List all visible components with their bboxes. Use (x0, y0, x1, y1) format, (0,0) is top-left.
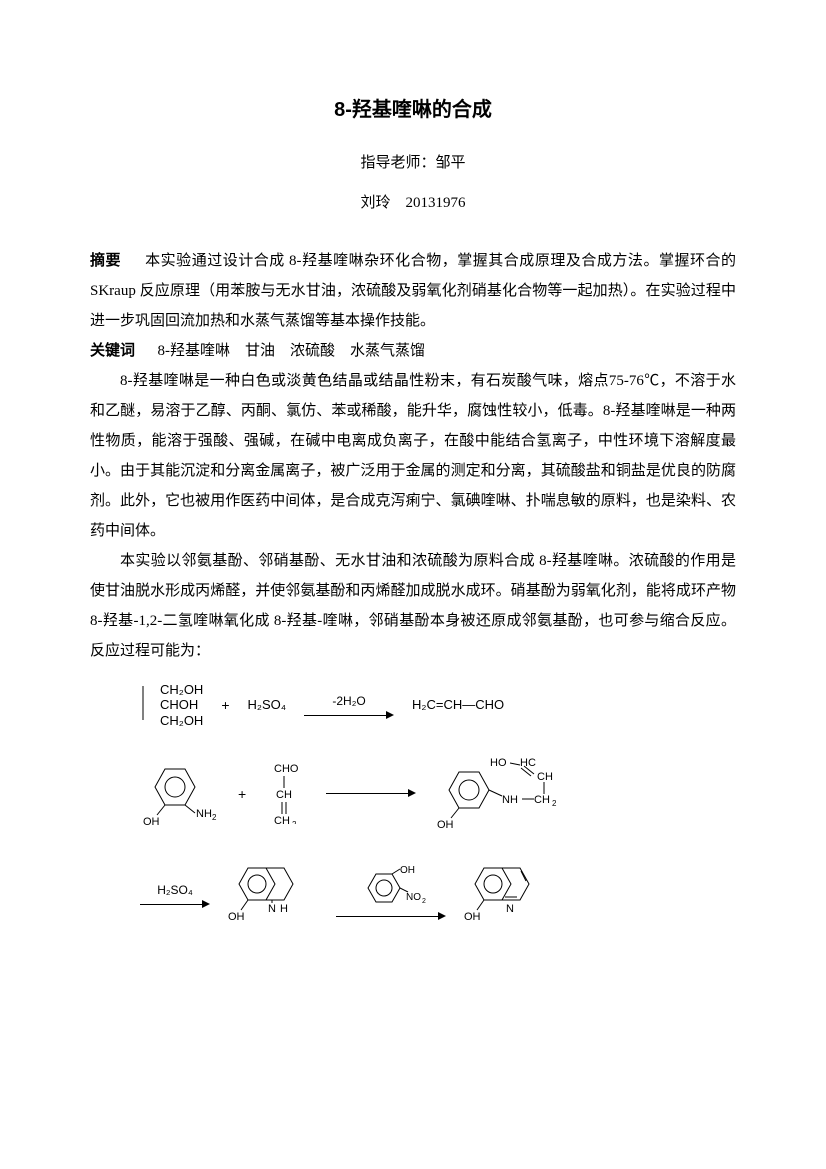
svg-text:OH: OH (400, 866, 415, 876)
o-aminophenol-structure: NH2 OH (140, 759, 220, 829)
dihydroquinoline-structure: OH N H (228, 856, 318, 931)
svg-text:2: 2 (212, 813, 217, 822)
svg-text:CH: CH (276, 789, 292, 801)
acrolein-structure: CHO CH CH2 (264, 760, 308, 828)
glycerol-line-2: CHOH (160, 697, 203, 713)
reaction-scheme: CH₂OH CHOH CH₂OH + H₂SO₄ -2H₂O H₂C=CH—CH… (140, 678, 736, 931)
reaction-arrow-3a: H₂SO₄ (140, 878, 210, 910)
svg-text:H: H (280, 903, 288, 915)
hydroxyquinoline-structure: OH N (464, 856, 554, 931)
svg-text:NH: NH (196, 808, 212, 820)
svg-text:HO: HO (490, 757, 507, 769)
arrow-left-label: H₂SO₄ (157, 878, 193, 902)
svg-text:OH: OH (228, 911, 245, 923)
svg-text:OH: OH (437, 819, 454, 831)
glycerol-labels: CH₂OH CHOH CH₂OH (160, 682, 203, 729)
body-para-2: 本实验以邻氨基酚、邻硝基酚、无水甘油和浓硫酸为原料合成 8-羟基喹啉。浓硫酸的作… (90, 546, 736, 666)
arrow-top-label: -2H₂O (332, 689, 365, 713)
reaction-2: NH2 OH + CHO CH CH2 (140, 754, 736, 834)
doc-title: 8-羟基喹啉的合成 (90, 90, 736, 130)
glycerol-line-3: CH₂OH (160, 713, 203, 729)
svg-text:NH: NH (502, 794, 518, 806)
svg-text:HC: HC (520, 757, 536, 769)
page: 8-羟基喹啉的合成 指导老师：邹平 刘玲 20131976 摘要 本实验通过设计… (0, 0, 826, 1013)
svg-text:2: 2 (422, 898, 426, 905)
abstract-paragraph: 摘要 本实验通过设计合成 8-羟基喹啉杂环化合物，掌握其合成原理及合成方法。掌握… (90, 246, 736, 336)
reaction-arrow-3b: OH NO2 (336, 866, 446, 922)
plus-sign: + (221, 691, 229, 719)
reaction-1: CH₂OH CHOH CH₂OH + H₂SO₄ -2H₂O H₂C=CH—CH… (140, 678, 736, 732)
advisor-line: 指导老师：邹平 (90, 148, 736, 178)
acrolein-label: H₂C=CH—CHO (412, 692, 504, 718)
svg-text:OH: OH (143, 816, 160, 828)
keywords-paragraph: 关键词 8-羟基喹啉 甘油 浓硫酸 水蒸气蒸馏 (90, 336, 736, 366)
h2so4-label: H₂SO₄ (248, 692, 287, 718)
reaction-3: H₂SO₄ OH N H OH NO2 (140, 856, 736, 931)
svg-text:NO: NO (406, 892, 421, 903)
svg-text:N: N (268, 903, 276, 915)
keywords-label: 关键词 (90, 342, 135, 359)
abstract-body: 本实验通过设计合成 8-羟基喹啉杂环化合物，掌握其合成原理及合成方法。掌握环合的… (90, 253, 736, 329)
svg-text:N: N (506, 903, 514, 915)
svg-text:CHO: CHO (274, 763, 299, 775)
o-nitrophenol-over-arrow: OH NO2 (356, 866, 426, 914)
svg-text:CH: CH (274, 815, 290, 824)
plus-sign-2: + (238, 780, 246, 808)
author-line: 刘玲 20131976 (90, 188, 736, 218)
svg-text:2: 2 (552, 799, 557, 808)
body-para-1: 8-羟基喹啉是一种白色或淡黄色结晶或结晶性粉末，有石炭酸气味，熔点75-76℃，… (90, 366, 736, 546)
abstract-label: 摘要 (90, 252, 121, 269)
keywords-body: 8-羟基喹啉 甘油 浓硫酸 水蒸气蒸馏 (158, 343, 426, 359)
reaction-arrow-2 (326, 789, 416, 799)
svg-text:CH: CH (534, 794, 550, 806)
glycerol-line-1: CH₂OH (160, 682, 203, 698)
intermediate-structure: OH NH CH2 CH HO HC (434, 754, 584, 834)
svg-text:2: 2 (292, 820, 297, 824)
svg-text:OH: OH (464, 911, 481, 923)
reaction-arrow-1: -2H₂O (304, 689, 394, 721)
svg-text:CH: CH (537, 771, 553, 783)
